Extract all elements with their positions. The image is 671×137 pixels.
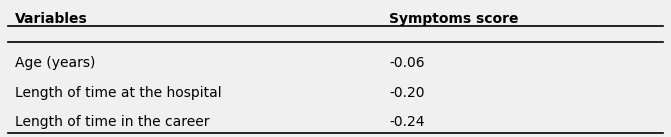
Text: -0.20: -0.20 (389, 86, 425, 100)
Text: Length of time in the career: Length of time in the career (15, 115, 209, 129)
Text: Symptoms score: Symptoms score (389, 12, 519, 26)
Text: Variables: Variables (15, 12, 87, 26)
Text: -0.24: -0.24 (389, 115, 425, 129)
Text: -0.06: -0.06 (389, 56, 425, 70)
Text: Length of time at the hospital: Length of time at the hospital (15, 86, 221, 100)
Text: Age (years): Age (years) (15, 56, 95, 70)
